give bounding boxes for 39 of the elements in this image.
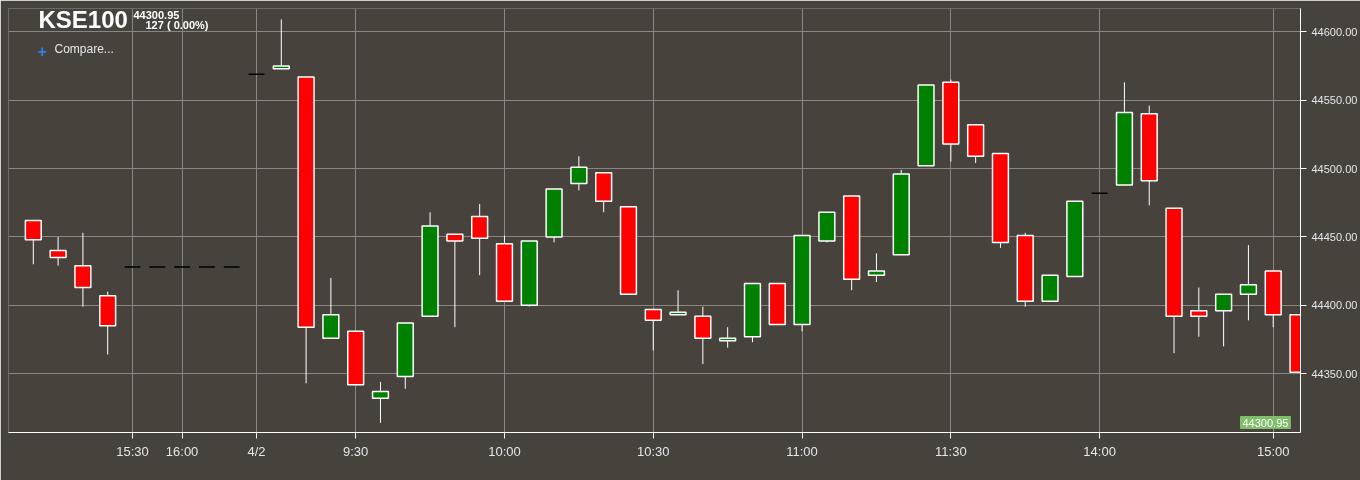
candlestick [644,308,662,351]
candlestick [867,252,886,283]
annotation: + [37,42,47,60]
candlestick [1239,244,1258,321]
y-tick-label: 44600.00 [1311,25,1358,38]
x-tick-label: 16:00 [165,443,199,459]
chart-title: KSE100 [38,5,128,33]
candlestick [24,219,42,265]
annotation: 127 ( 0.00%) [145,18,209,31]
x-tick-label: 10:00 [488,443,521,459]
candlestick [570,155,588,191]
x-tick-label: 11:00 [786,443,818,459]
annotation: Compare... [54,41,114,56]
candlestick [1214,293,1233,347]
candlestick [718,326,737,349]
y-tick-label: 44400.00 [1311,299,1358,312]
annotation: 44300.95 [133,8,180,21]
x-tick-label: 4/2 [247,443,266,459]
x-tick-label: 9:30 [343,443,369,459]
y-tick-label: 44550.00 [1311,94,1358,107]
candlestick [49,236,67,267]
candlestick [694,306,712,365]
candlestick [470,203,489,276]
x-tick-label: 14:00 [1083,443,1116,459]
candlestick [74,232,92,308]
y-tick-label: 44350.00 [1311,367,1358,380]
candlestick [371,381,390,424]
x-tick-label: 11:30 [935,443,967,459]
annotation: 44300.95 [1242,416,1289,429]
candlestick [446,233,464,328]
candlestick [272,18,290,70]
x-tick-label: 10:30 [636,443,670,459]
x-tick-label: 15:00 [1256,443,1290,459]
x-tick-label: 15:30 [116,443,149,459]
y-tick-label: 44450.00 [1311,230,1358,243]
candlestick [1190,287,1208,338]
candlestick [322,277,340,339]
candlestick [669,289,687,316]
y-tick-label: 44500.00 [1311,162,1358,175]
